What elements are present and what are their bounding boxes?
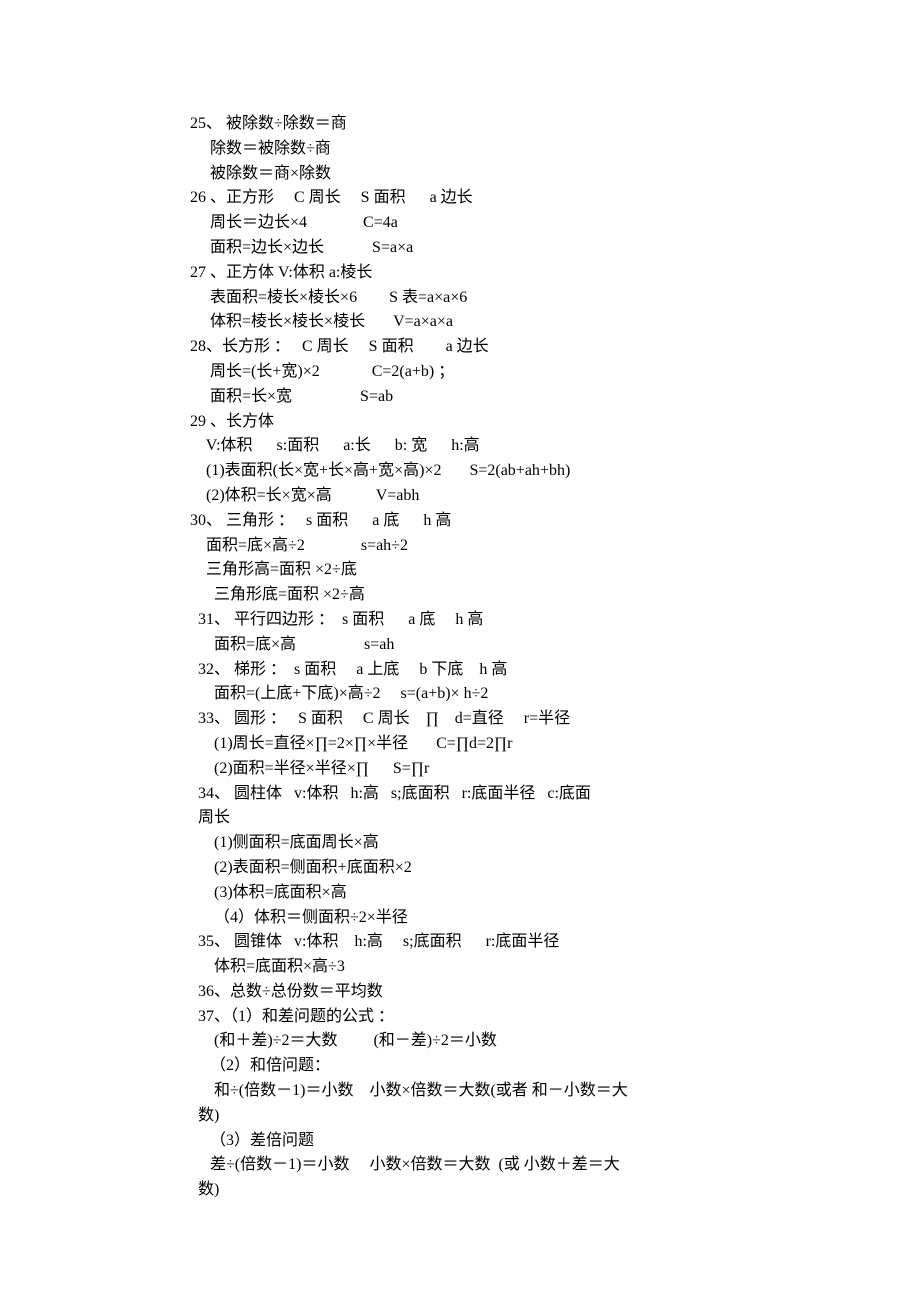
text-line: (2)体积=长×宽×高 V=abh	[190, 484, 750, 509]
text-line: 面积=(上底+下底)×高÷2 s=(a+b)× h÷2	[190, 682, 750, 707]
text-line: 面积=底×高 s=ah	[190, 633, 750, 658]
text-line: 数)	[190, 1104, 750, 1129]
text-line: 37、（1）和差问题的公式 ：	[190, 1005, 750, 1030]
text-line: （3）差倍问题	[190, 1129, 750, 1154]
text-line: 和÷(倍数－1)＝小数 小数×倍数＝大数(或者 和－小数＝大	[190, 1079, 750, 1104]
text-line: 34、 圆柱体 v:体积 h:高 s;底面积 r:底面半径 c:底面	[190, 782, 750, 807]
text-line: (2)面积=半径×半径×∏ S=∏r	[190, 757, 750, 782]
text-line: 三角形底=面积 ×2÷高	[190, 583, 750, 608]
text-line: V:体积 s:面积 a:长 b: 宽 h:高	[190, 434, 750, 459]
text-line: 25、 被除数÷除数＝商	[190, 112, 750, 137]
text-line: 36、总数÷总份数＝平均数	[190, 980, 750, 1005]
text-line: (1)表面积(长×宽+长×高+宽×高)×2 S=2(ab+ah+bh)	[190, 459, 750, 484]
text-line: 33、 圆形 ： S 面积 C 周长 ∏ d=直径 r=半径	[190, 707, 750, 732]
text-line: 三角形高=面积 ×2÷底	[190, 558, 750, 583]
text-line: 除数＝被除数÷商	[190, 137, 750, 162]
text-line: 29 、长方体	[190, 410, 750, 435]
text-line: 32、 梯形 ： s 面积 a 上底 b 下底 h 高	[190, 658, 750, 683]
text-line: 31、 平行四边形 ： s 面积 a 底 h 高	[190, 608, 750, 633]
text-line: (和＋差)÷2＝大数 (和－差)÷2＝小数	[190, 1029, 750, 1054]
text-line: 面积=长×宽 S=ab	[190, 385, 750, 410]
text-line: 30、 三角形 ： s 面积 a 底 h 高	[190, 509, 750, 534]
text-line: 数)	[190, 1178, 750, 1203]
text-line: (1)周长=直径×∏=2×∏×半径 C=∏d=2∏r	[190, 732, 750, 757]
text-line: 差÷(倍数－1)＝小数 小数×倍数＝大数 (或 小数＋差＝大	[190, 1153, 750, 1178]
text-line: 周长=(长+宽)×2 C=2(a+b) ；	[190, 360, 750, 385]
document-page: 25、 被除数÷除数＝商 除数＝被除数÷商 被除数＝商×除数 26 、正方形 C…	[0, 0, 920, 1302]
text-line: 周长＝边长×4 C=4a	[190, 211, 750, 236]
text-line: 35、 圆锥体 v:体积 h:高 s;底面积 r:底面半径	[190, 930, 750, 955]
text-line: 体积=棱长×棱长×棱长 V=a×a×a	[190, 310, 750, 335]
text-line: (3)体积=底面积×高	[190, 881, 750, 906]
text-line: 27 、正方体 V:体积 a:棱长	[190, 261, 750, 286]
text-line: 26 、正方形 C 周长 S 面积 a 边长	[190, 186, 750, 211]
text-line: 体积=底面积×高÷3	[190, 955, 750, 980]
text-line: 面积=底×高÷2 s=ah÷2	[190, 534, 750, 559]
text-line: 周长	[190, 806, 750, 831]
text-line: 28、长方形 ： C 周长 S 面积 a 边长	[190, 335, 750, 360]
text-line: (2)表面积=侧面积+底面积×2	[190, 856, 750, 881]
text-line: 表面积=棱长×棱长×6 S 表=a×a×6	[190, 286, 750, 311]
text-line: (1)侧面积=底面周长×高	[190, 831, 750, 856]
text-line: （2）和倍问题：	[190, 1054, 750, 1079]
text-line: 被除数＝商×除数	[190, 162, 750, 187]
text-line: （4）体积＝侧面积÷2×半径	[190, 906, 750, 931]
text-line: 面积=边长×边长 S=a×a	[190, 236, 750, 261]
